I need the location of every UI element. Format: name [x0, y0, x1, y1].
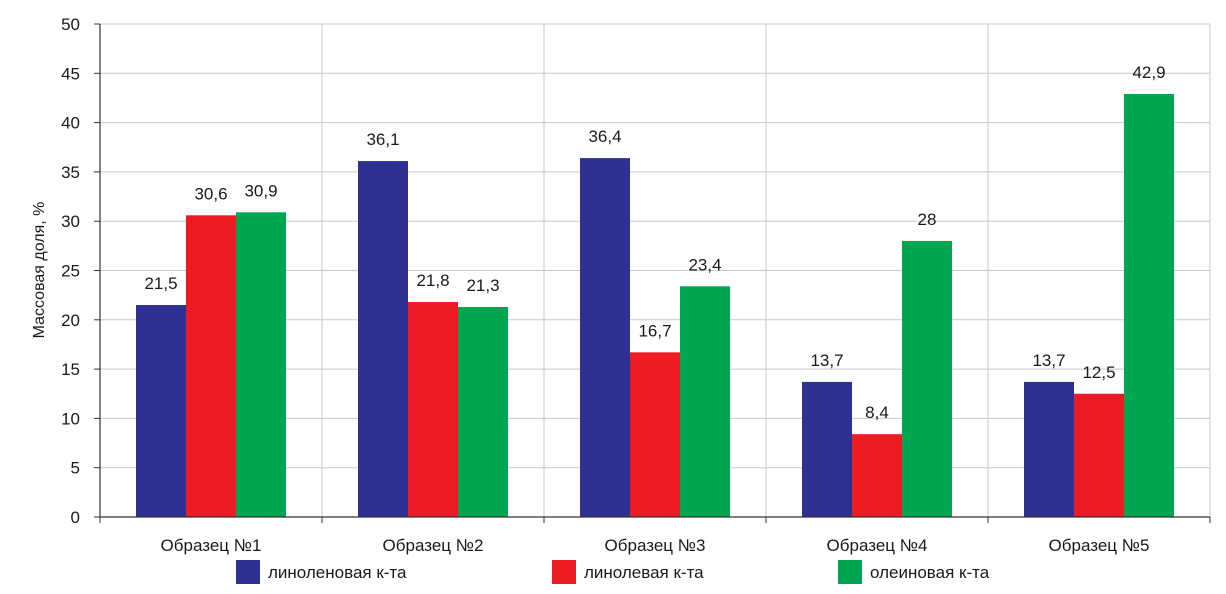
y-tick-label: 35	[61, 163, 80, 182]
data-label: 21,8	[416, 271, 449, 290]
data-label: 28	[918, 210, 937, 229]
bar	[1074, 393, 1124, 517]
data-label: 21,5	[144, 274, 177, 293]
legend-swatch	[838, 560, 862, 584]
data-label: 42,9	[1132, 63, 1165, 82]
bar	[1024, 381, 1074, 517]
bar	[136, 305, 186, 517]
data-label: 16,7	[638, 321, 671, 340]
bar	[458, 306, 508, 517]
y-tick-label: 15	[61, 360, 80, 379]
y-tick-label: 0	[71, 508, 80, 527]
x-tick-label: Образец №4	[827, 536, 928, 555]
x-tick-label: Образец №5	[1049, 536, 1150, 555]
y-tick-label: 20	[61, 311, 80, 330]
y-tick-label: 10	[61, 409, 80, 428]
legend-label: линолевая к-та	[584, 563, 704, 582]
y-tick-label: 25	[61, 262, 80, 281]
y-tick-label: 45	[61, 64, 80, 83]
data-label: 8,4	[865, 403, 889, 422]
y-tick-label: 40	[61, 114, 80, 133]
bar	[186, 215, 236, 517]
axes	[94, 23, 1211, 523]
x-tick-label: Образец №3	[605, 536, 706, 555]
bars	[136, 94, 1174, 518]
data-label: 30,6	[194, 184, 227, 203]
x-tick-label: Образец №1	[161, 536, 262, 555]
legend-swatch	[552, 560, 576, 584]
bar	[902, 240, 952, 518]
y-tick-labels: 0 5 10 15 20 25 30 35 40 45 50	[61, 15, 80, 527]
data-label: 21,3	[466, 276, 499, 295]
legend: линоленовая к-та линолевая к-та олеиновая …	[236, 560, 990, 584]
bar	[236, 212, 286, 518]
bar	[580, 158, 630, 517]
legend-label: олеиновая к-та	[870, 563, 990, 582]
legend-label: линоленовая к-та	[268, 563, 407, 582]
y-tick-label: 5	[71, 459, 80, 478]
bar	[802, 381, 852, 517]
data-label: 13,7	[1032, 351, 1065, 370]
bar	[680, 286, 730, 517]
data-label: 36,1	[366, 130, 399, 149]
bar	[852, 434, 902, 517]
x-tick-label: Образец №2	[383, 536, 484, 555]
bar	[1124, 94, 1174, 518]
bar	[630, 352, 680, 517]
data-labels: 21,5 30,6 30,9 36,1 21,8 21,3 36,4 16,7 23,4 13,7…	[144, 63, 1165, 422]
y-tick-label: 50	[61, 15, 80, 34]
y-axis-title: Массовая доля, %	[31, 202, 48, 339]
x-tick-labels: Образец №1 Образец №2 Образец №3 Образец №4…	[161, 536, 1150, 555]
bar	[408, 302, 458, 517]
y-tick-label: 30	[61, 212, 80, 231]
data-label: 12,5	[1082, 363, 1115, 382]
data-label: 36,4	[588, 127, 621, 146]
bar	[358, 161, 408, 517]
data-label: 13,7	[810, 351, 843, 370]
data-label: 23,4	[688, 255, 721, 274]
data-label: 30,9	[244, 181, 277, 200]
legend-swatch	[236, 560, 260, 584]
